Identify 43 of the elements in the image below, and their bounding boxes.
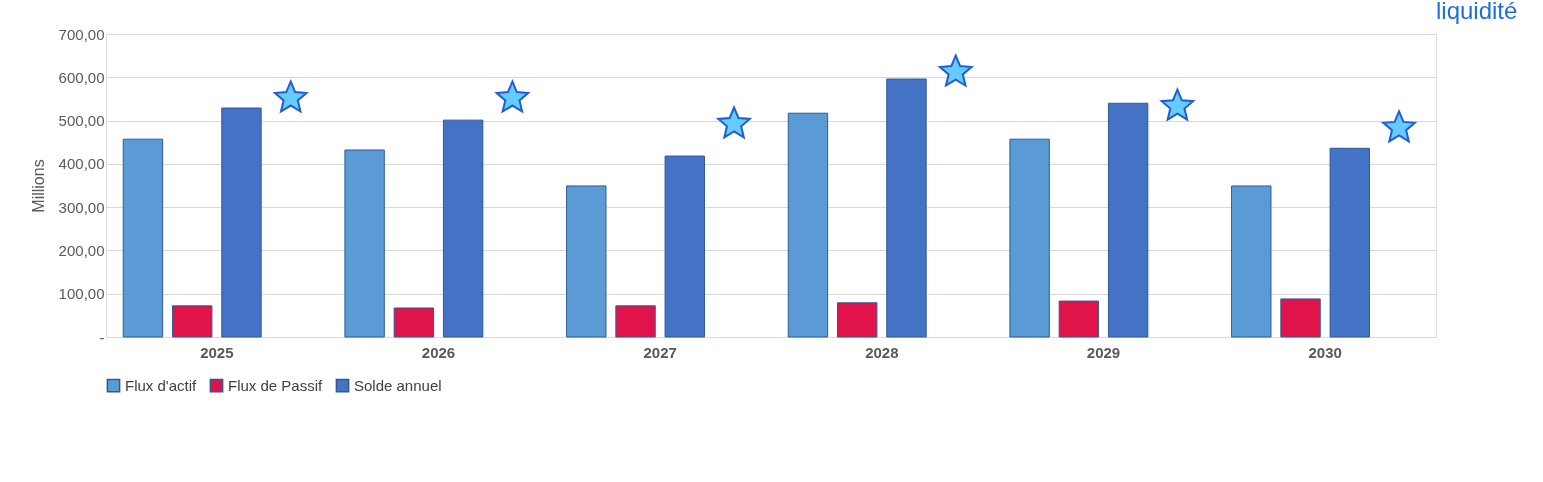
bar: [566, 185, 607, 338]
x-tick-label: 2027: [643, 343, 677, 361]
bar: [1329, 147, 1370, 338]
y-tick-label: 300,00: [58, 198, 105, 216]
y-tick-label: 700,00: [58, 25, 105, 43]
point: [273, 80, 308, 113]
bar: [664, 155, 705, 338]
y-axis-title: Millions: [29, 159, 47, 213]
bar: [1231, 185, 1272, 338]
x-tick-label: 2026: [421, 343, 456, 361]
bar: [344, 149, 385, 338]
x-tick-label: 2025: [200, 343, 234, 361]
bar: [787, 112, 829, 338]
bar: [1280, 298, 1321, 338]
x-tick-label: 2028: [865, 343, 899, 361]
y-tick-label: 500,00: [58, 112, 105, 130]
text: liquidité: [1436, 0, 1518, 24]
point: [1160, 88, 1195, 121]
bar: [122, 138, 164, 338]
legend-label: Solde annuel: [354, 376, 442, 394]
legend-label: Flux d'actif: [125, 376, 198, 394]
x-tick-label: 2030: [1308, 343, 1342, 361]
bar: [1009, 138, 1050, 338]
point: [1382, 110, 1416, 143]
y-tick-label: 100,00: [58, 285, 105, 303]
y-tick-label: 200,00: [58, 241, 105, 259]
bar: [172, 305, 213, 338]
bar: [1107, 102, 1149, 338]
bar: [393, 307, 435, 338]
bar: [615, 305, 656, 338]
bar: [442, 119, 484, 338]
bar: [837, 302, 878, 338]
y-tick-label: 600,00: [58, 68, 105, 86]
point: [938, 54, 973, 87]
point: [717, 106, 751, 139]
x-tick-label: 2029: [1086, 343, 1121, 361]
bar: [886, 78, 927, 338]
y-tick-label: 400,00: [58, 155, 105, 173]
legend-label: Flux de Passif: [228, 376, 324, 394]
y-tick-label: -: [99, 328, 105, 346]
bar: [221, 107, 262, 338]
bar: [1058, 300, 1100, 338]
point: [495, 80, 530, 113]
